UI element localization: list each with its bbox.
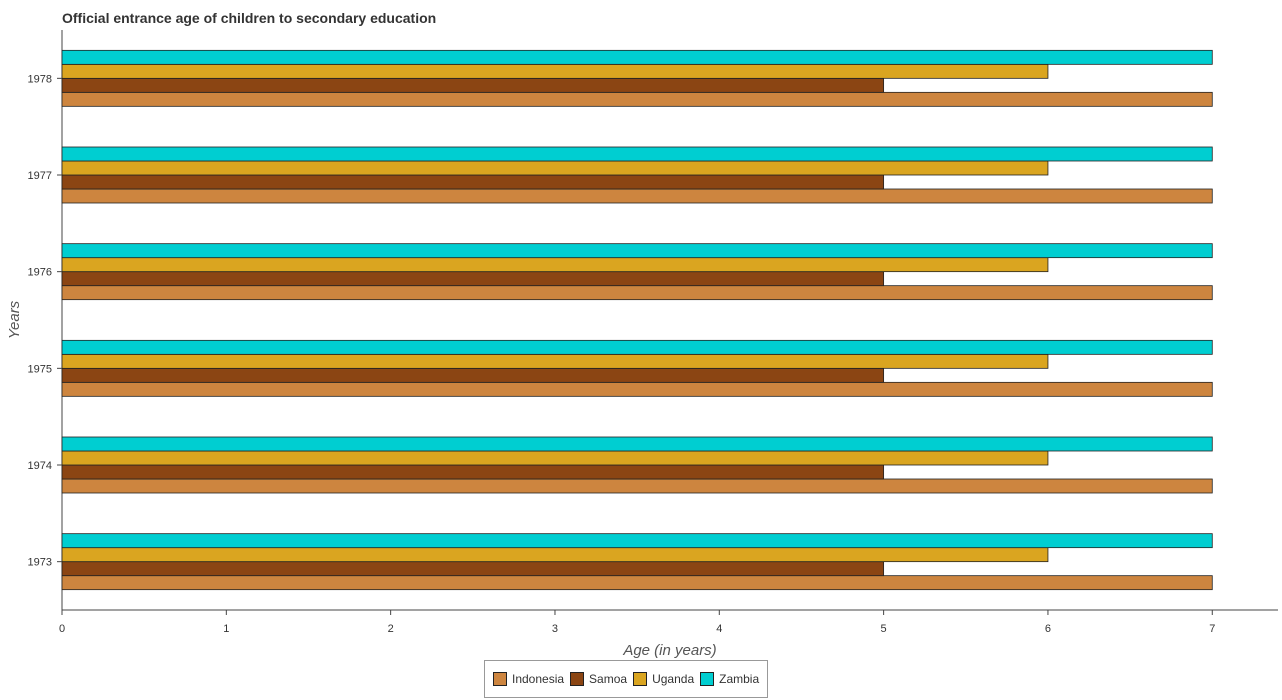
bar-chart: 1973 1974 1975 1976 1977 1978 0 1 2 3 4 5 6 7 Age (in … (6, 30, 1278, 659)
y-tick-label: 1976 (28, 267, 52, 279)
bar-uganda-1978 (61, 63, 1049, 79)
bar-uganda-1973 (61, 547, 1049, 563)
legend-swatch (633, 672, 648, 686)
bar-uganda-1974 (61, 450, 1049, 466)
bar-zambia-1974 (61, 436, 1213, 452)
x-tick-label: 1 (223, 623, 229, 635)
x-tick-label: 6 (1045, 623, 1051, 635)
y-tick-label: 1974 (28, 460, 52, 472)
legend: Indonesia Samoa Uganda Zambia (484, 660, 769, 698)
legend-label: Samoa (589, 672, 628, 686)
bar-samoa-1977 (61, 174, 885, 190)
legend-swatch (700, 672, 715, 686)
y-tick-label: 1973 (28, 557, 52, 569)
x-tick-label: 4 (716, 623, 722, 635)
legend-label: Uganda (652, 672, 695, 686)
bar-zambia-1975 (61, 339, 1213, 355)
bar-samoa-1973 (61, 561, 885, 577)
legend-item-zambia[interactable]: Zambia (700, 672, 759, 686)
y-tick-label: 1978 (28, 73, 52, 85)
x-axis-title: Age (in years) (622, 642, 716, 659)
bar-zambia-1976 (61, 243, 1213, 259)
y-tick-label: 1975 (28, 363, 52, 375)
bar-uganda-1976 (61, 257, 1049, 273)
bar-samoa-1975 (61, 367, 885, 383)
bar-samoa-1978 (61, 77, 885, 93)
x-tick-label: 0 (59, 623, 65, 635)
x-tick-label: 5 (881, 623, 887, 635)
legend-label: Zambia (719, 672, 760, 686)
bar-zambia-1978 (61, 49, 1213, 65)
bar-samoa-1974 (61, 464, 885, 480)
bar-samoa-1976 (61, 271, 885, 287)
plot-area: 1973 1974 1975 1976 1977 1978 0 1 2 3 4 5 6 7 Age (in … (6, 30, 1278, 659)
bar-indonesia-1977 (61, 188, 1213, 204)
bar-indonesia-1976 (61, 285, 1213, 301)
y-axis-title: Years (6, 300, 23, 339)
bar-indonesia-1973 (61, 575, 1213, 591)
x-tick-label: 2 (388, 623, 394, 635)
bar-indonesia-1978 (61, 91, 1213, 107)
bar-uganda-1975 (61, 353, 1049, 369)
bar-zambia-1977 (61, 146, 1213, 162)
legend-item-indonesia[interactable]: Indonesia (493, 672, 564, 686)
y-tick-label: 1977 (28, 170, 52, 182)
legend-label: Indonesia (512, 672, 565, 686)
bar-indonesia-1974 (61, 478, 1213, 494)
x-tick-label: 3 (552, 623, 558, 635)
legend-item-samoa[interactable]: Samoa (570, 672, 627, 686)
bar-uganda-1977 (61, 160, 1049, 176)
legend-swatch (493, 672, 507, 686)
legend-item-uganda[interactable]: Uganda (633, 672, 694, 686)
legend-swatch (570, 672, 585, 686)
bar-zambia-1973 (61, 533, 1213, 549)
chart-title: Official entrance age of children to sec… (62, 10, 437, 26)
x-tick-label: 7 (1209, 623, 1215, 635)
bar-indonesia-1975 (61, 381, 1213, 397)
